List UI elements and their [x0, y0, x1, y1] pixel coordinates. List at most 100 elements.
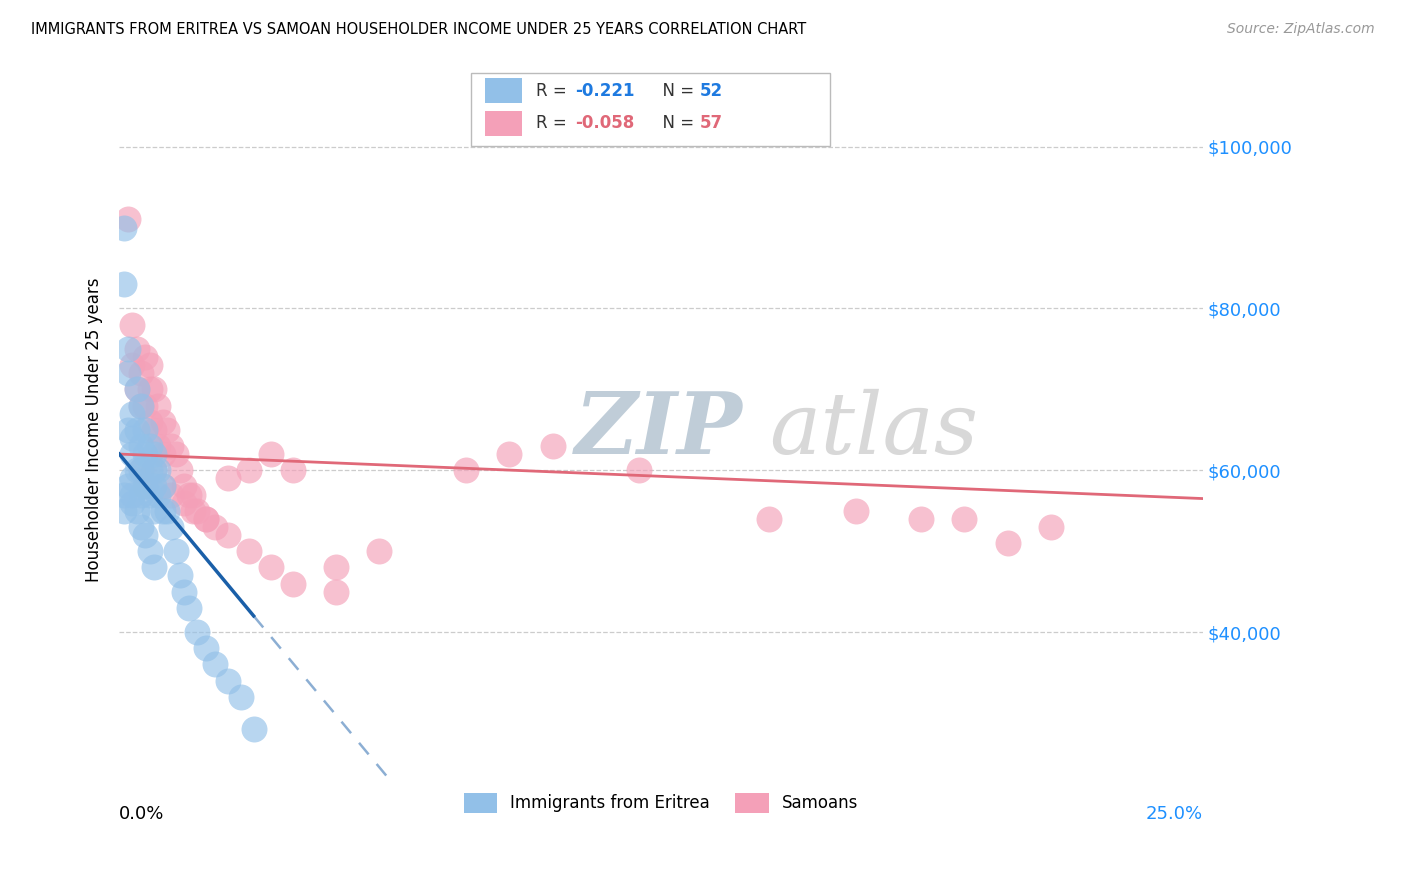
- Point: [121, 487, 143, 501]
- Point: [204, 657, 226, 672]
- Point: [125, 382, 148, 396]
- Point: [129, 399, 152, 413]
- Point: [238, 544, 260, 558]
- Point: [152, 479, 174, 493]
- Point: [368, 544, 391, 558]
- Point: [160, 520, 183, 534]
- Point: [281, 576, 304, 591]
- Text: atlas: atlas: [769, 388, 979, 471]
- Point: [117, 366, 139, 380]
- Point: [125, 382, 148, 396]
- Point: [121, 471, 143, 485]
- Text: -0.221: -0.221: [575, 82, 634, 100]
- Point: [117, 423, 139, 437]
- Point: [229, 690, 252, 704]
- Text: N =: N =: [652, 82, 700, 100]
- Point: [134, 479, 156, 493]
- Point: [121, 318, 143, 332]
- Point: [181, 487, 204, 501]
- Text: R =: R =: [536, 82, 572, 100]
- Point: [238, 463, 260, 477]
- Point: [142, 382, 165, 396]
- Point: [186, 625, 208, 640]
- Point: [129, 487, 152, 501]
- Point: [217, 528, 239, 542]
- Point: [217, 471, 239, 485]
- Text: ZIP: ZIP: [575, 388, 742, 472]
- Point: [112, 220, 135, 235]
- Point: [112, 487, 135, 501]
- Point: [125, 342, 148, 356]
- Point: [142, 463, 165, 477]
- Text: R =: R =: [536, 114, 572, 132]
- Text: 0.0%: 0.0%: [120, 805, 165, 823]
- Point: [1040, 520, 1063, 534]
- Point: [142, 463, 165, 477]
- Point: [129, 399, 152, 413]
- Point: [181, 504, 204, 518]
- Point: [138, 382, 160, 396]
- Point: [142, 504, 165, 518]
- Point: [129, 463, 152, 477]
- Point: [125, 463, 148, 477]
- Point: [204, 520, 226, 534]
- Point: [142, 560, 165, 574]
- Point: [138, 358, 160, 372]
- Point: [129, 439, 152, 453]
- Point: [129, 463, 152, 477]
- Text: Source: ZipAtlas.com: Source: ZipAtlas.com: [1227, 22, 1375, 37]
- Point: [121, 431, 143, 445]
- Point: [194, 512, 217, 526]
- Point: [152, 415, 174, 429]
- Point: [156, 423, 179, 437]
- Point: [260, 560, 283, 574]
- Point: [173, 495, 195, 509]
- Point: [138, 463, 160, 477]
- Text: 52: 52: [700, 82, 723, 100]
- Point: [165, 544, 187, 558]
- Point: [134, 528, 156, 542]
- Point: [142, 479, 165, 493]
- Point: [121, 447, 143, 461]
- Point: [160, 487, 183, 501]
- Point: [134, 350, 156, 364]
- Point: [156, 504, 179, 518]
- Point: [134, 479, 156, 493]
- Point: [121, 495, 143, 509]
- Point: [138, 439, 160, 453]
- Point: [194, 641, 217, 656]
- Point: [953, 512, 976, 526]
- Point: [138, 487, 160, 501]
- Point: [112, 277, 135, 292]
- Point: [454, 463, 477, 477]
- Point: [325, 560, 347, 574]
- Point: [281, 463, 304, 477]
- Point: [117, 342, 139, 356]
- Point: [112, 504, 135, 518]
- Point: [498, 447, 520, 461]
- Legend: Immigrants from Eritrea, Samoans: Immigrants from Eritrea, Samoans: [458, 788, 863, 818]
- Point: [134, 423, 156, 437]
- Point: [138, 415, 160, 429]
- Point: [242, 722, 264, 736]
- Point: [134, 447, 156, 461]
- Point: [186, 504, 208, 518]
- Point: [148, 439, 170, 453]
- Point: [194, 512, 217, 526]
- Point: [142, 447, 165, 461]
- Point: [845, 504, 868, 518]
- Point: [173, 584, 195, 599]
- Y-axis label: Householder Income Under 25 years: Householder Income Under 25 years: [86, 277, 103, 582]
- Point: [125, 504, 148, 518]
- Point: [152, 447, 174, 461]
- Point: [541, 439, 564, 453]
- Point: [260, 447, 283, 461]
- Point: [138, 544, 160, 558]
- Point: [121, 407, 143, 421]
- Point: [628, 463, 651, 477]
- Point: [160, 439, 183, 453]
- Point: [165, 447, 187, 461]
- Point: [129, 366, 152, 380]
- Point: [169, 568, 191, 582]
- Text: N =: N =: [652, 114, 700, 132]
